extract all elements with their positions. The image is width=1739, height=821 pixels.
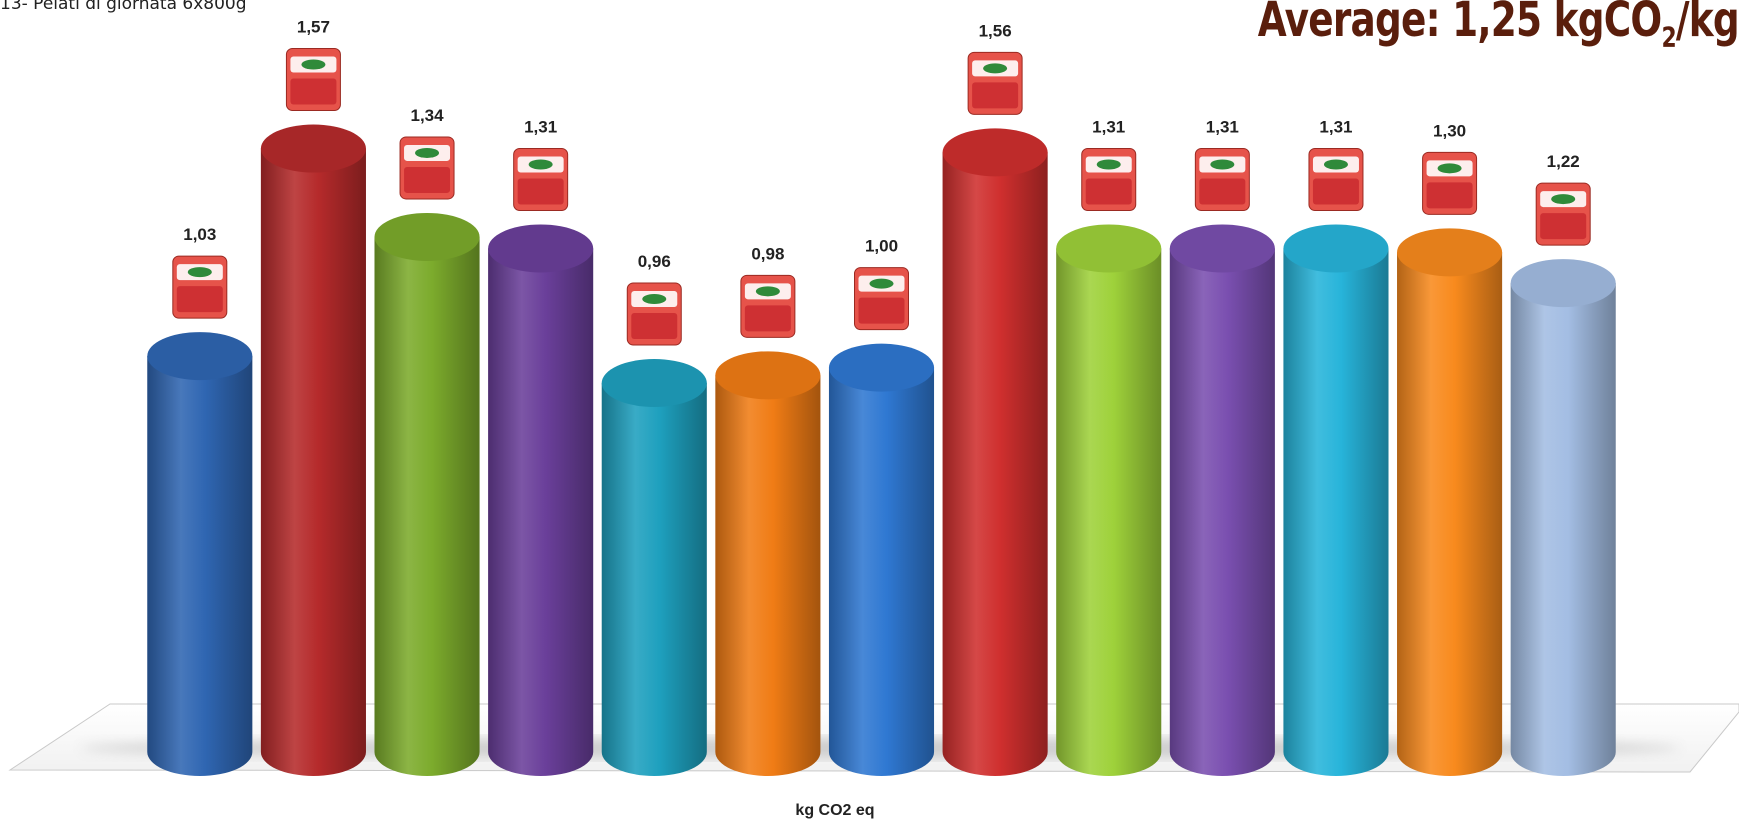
bar-top-7 <box>828 343 935 392</box>
data-label-5: 0,96 <box>638 252 671 271</box>
data-label-12: 1,30 <box>1433 121 1466 140</box>
bar-5 <box>601 383 707 777</box>
bar-9 <box>1056 248 1162 777</box>
can-icon <box>1308 147 1364 211</box>
bar-8 <box>942 152 1048 777</box>
bar-10 <box>1169 248 1275 777</box>
bar-top-5 <box>601 359 707 407</box>
data-label-11: 1,31 <box>1319 117 1352 136</box>
can-icon <box>1081 147 1137 211</box>
data-label-8: 1,56 <box>979 21 1012 40</box>
bar-top-8 <box>942 128 1048 177</box>
data-label-2: 1,57 <box>297 18 330 37</box>
carton-pack-icon <box>1194 147 1250 211</box>
bottle-icon <box>399 136 455 200</box>
data-label-7: 1,00 <box>865 237 898 256</box>
bar-4 <box>488 248 594 776</box>
bar-6 <box>715 375 821 776</box>
x-axis-label: kg CO2 eq <box>795 802 874 819</box>
bar-1 <box>147 356 253 777</box>
bar-top-11 <box>1283 224 1389 273</box>
bar-top-9 <box>1056 224 1162 273</box>
bar-top-4 <box>488 224 594 273</box>
bar-3 <box>374 236 480 777</box>
bar-top-3 <box>374 212 480 261</box>
corner-caption: 13- Pelati di giornata 6x800g <box>0 0 247 14</box>
data-label-4: 1,31 <box>524 117 557 136</box>
bar-top-2 <box>260 124 366 173</box>
data-label-3: 1,34 <box>410 106 444 125</box>
bar-top-12 <box>1397 228 1503 277</box>
average-title: Average: 1,25 kgCO2/kg <box>1258 0 1739 54</box>
bar-top-13 <box>1510 259 1616 308</box>
bar-2 <box>260 148 366 776</box>
pouch-icon <box>740 274 796 338</box>
data-label-13: 1,22 <box>1547 152 1580 171</box>
data-label-9: 1,31 <box>1092 117 1125 136</box>
bar-top-10 <box>1169 224 1275 273</box>
average-title-main: Average: 1,25 kgCO <box>1257 0 1663 48</box>
jar-icon <box>172 255 228 319</box>
six-pack-bottles-icon <box>285 48 341 112</box>
data-label-10: 1,31 <box>1206 117 1239 136</box>
average-title-suffix: /kg <box>1675 0 1739 48</box>
carton-pack-icon <box>626 282 682 346</box>
bar-7 <box>828 367 935 777</box>
data-label-1: 1,03 <box>183 225 216 244</box>
bar-top-1 <box>147 332 253 381</box>
tetra-pak-icon <box>854 267 909 331</box>
bar-13 <box>1510 283 1616 777</box>
bar-top-6 <box>715 351 821 400</box>
average-title-subscript: 2 <box>1661 20 1677 54</box>
bar-12 <box>1397 252 1503 777</box>
bottle-icon <box>513 147 569 211</box>
can-icon <box>1535 182 1591 246</box>
can-multipack-icon <box>967 51 1023 115</box>
data-label-6: 0,98 <box>751 244 784 263</box>
can-multipack-icon <box>1422 151 1478 215</box>
bar-11 <box>1283 248 1389 777</box>
